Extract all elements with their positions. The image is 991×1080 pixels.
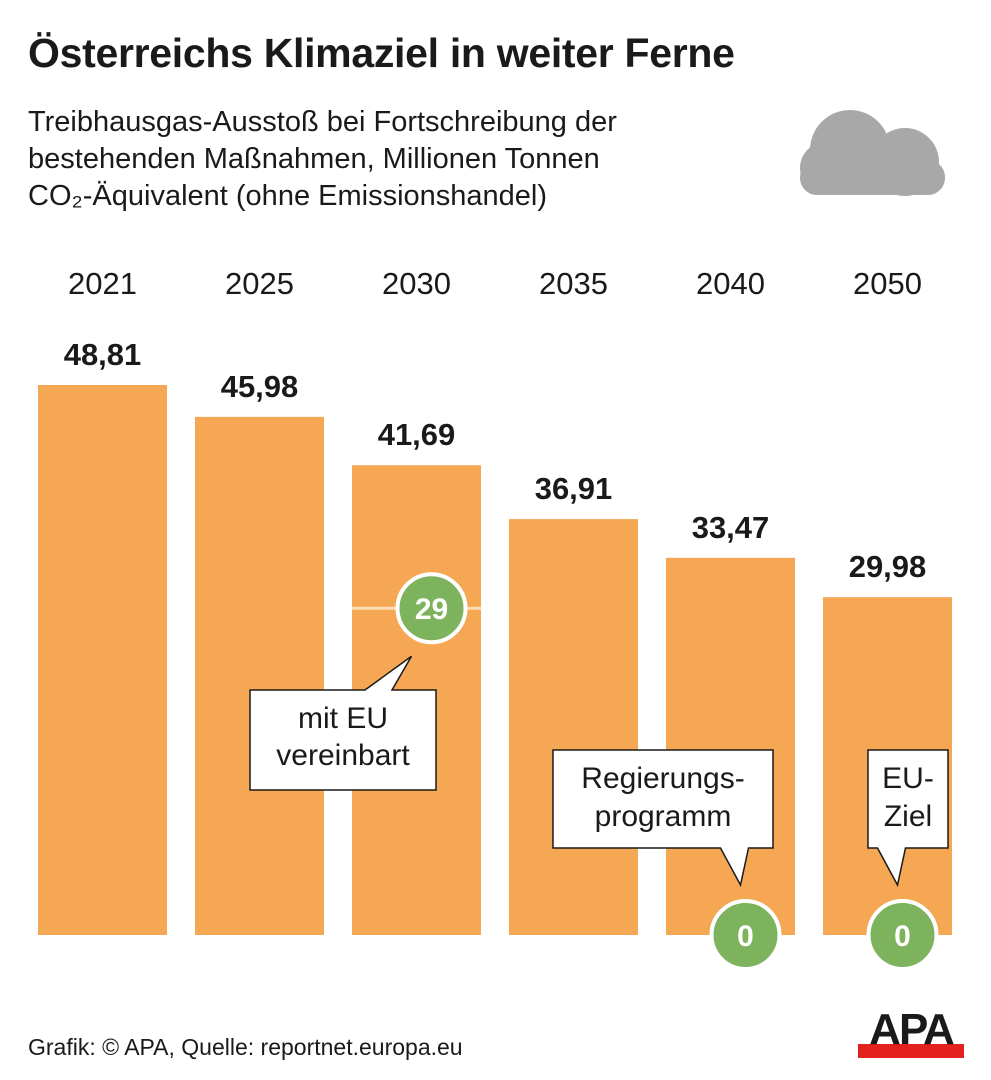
apa-logo: APA	[858, 1005, 964, 1058]
value-label: 45,98	[221, 369, 299, 404]
callout-box	[552, 749, 774, 888]
target-marker	[866, 899, 939, 971]
callout-text: mit EU	[298, 702, 388, 735]
x-tick-label: 2040	[696, 266, 765, 301]
bar	[666, 557, 795, 935]
value-label: 48,81	[64, 337, 142, 372]
x-tick-label: 2050	[853, 266, 922, 301]
callout-text: Ziel	[884, 800, 932, 833]
callout-box	[867, 749, 949, 888]
target-label: 0	[737, 920, 754, 953]
value-label: 29,98	[849, 549, 927, 584]
callout-text: programm	[595, 800, 732, 833]
cloud-icon	[800, 110, 945, 196]
bar	[195, 416, 324, 936]
subtitle-line: bestehenden Maßnahmen, Millionen Tonnen	[28, 143, 600, 175]
callout-text: vereinbart	[276, 739, 410, 772]
callout-text: Regierungs-	[581, 762, 744, 795]
target-label: 29	[415, 593, 448, 626]
x-tick-label: 2035	[539, 266, 608, 301]
x-tick-label: 2025	[225, 266, 294, 301]
value-label: 33,47	[692, 510, 770, 545]
svg-text:APA: APA	[869, 1005, 954, 1054]
chart-subtitle: Treibhausgas-Ausstoß bei Fortschreibung …	[28, 104, 617, 215]
bar	[509, 519, 638, 935]
x-tick-label: 2021	[68, 266, 137, 301]
subtitle-line: CO₂-Äquivalent (ohne Emissionshandel)	[28, 180, 548, 212]
callout-text: EU-	[882, 762, 934, 795]
target-marker	[395, 572, 468, 645]
target-label: 0	[894, 920, 911, 953]
bar	[38, 385, 167, 935]
value-label: 41,69	[378, 417, 456, 452]
value-label: 36,91	[535, 471, 613, 506]
target-marker	[709, 899, 782, 971]
subtitle-line: Treibhausgas-Ausstoß bei Fortschreibung …	[28, 106, 617, 138]
chart-title: Österreichs Klimaziel in weiter Ferne	[28, 30, 735, 76]
callout-box	[249, 655, 437, 791]
x-tick-label: 2030	[382, 266, 451, 301]
source-footer: Grafik: © APA, Quelle: reportnet.europa.…	[28, 1034, 463, 1060]
